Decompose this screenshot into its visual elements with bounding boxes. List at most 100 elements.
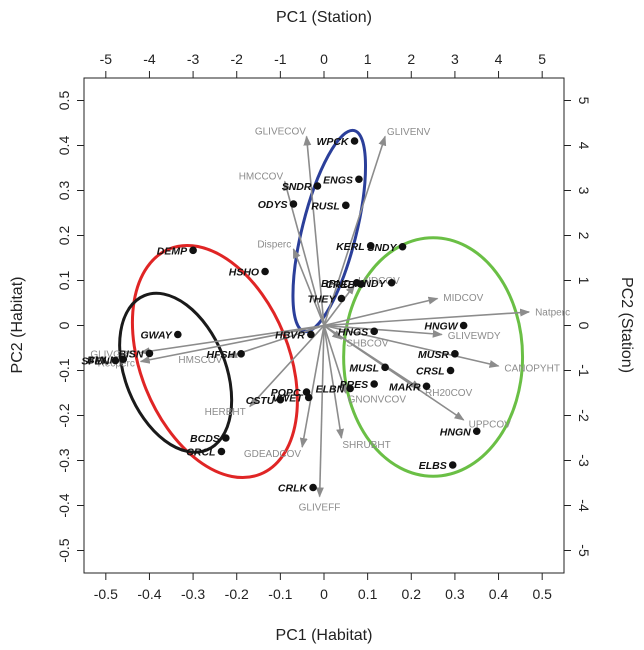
- y-left-tick-label: 0.3: [56, 181, 72, 201]
- x-top-tick-label: -2: [231, 51, 244, 67]
- site-point: [276, 395, 285, 404]
- variable-arrow: [323, 325, 347, 394]
- site-label: ELBN: [316, 384, 345, 396]
- site-label: SNDY: [367, 242, 397, 254]
- variable-label: GLIVEWDY: [448, 331, 501, 342]
- variable-label: GLIVGRS: [90, 349, 135, 360]
- site-point: [342, 201, 350, 210]
- y-right-axis-title: PC2 (Station): [618, 277, 635, 373]
- variable-arrow: [323, 324, 500, 368]
- x-bottom-tick-label: 0.1: [358, 586, 378, 602]
- site-label: ELBS: [419, 460, 447, 472]
- site-point: [387, 278, 396, 287]
- x-top-tick-label: -5: [100, 51, 113, 67]
- blue-group-ellipse: [291, 128, 368, 334]
- variable-arrow: [315, 325, 325, 498]
- y-right-tick-label: 2: [576, 232, 592, 240]
- site-point: [174, 330, 182, 339]
- y-right-tick-label: -1: [576, 364, 592, 377]
- site-label: SNDR: [282, 181, 312, 193]
- x-bottom-tick-label: 0: [320, 586, 328, 602]
- variable-arrow: [323, 284, 356, 326]
- x-bottom-tick-label: -0.1: [268, 586, 292, 602]
- site-point: [261, 267, 269, 276]
- x-top-tick-label: 1: [364, 51, 372, 67]
- site-label: BPND: [321, 278, 351, 290]
- y-left-tick-label: 0.2: [56, 226, 72, 246]
- y-right-tick-label: -4: [576, 499, 592, 512]
- y-right-tick-label: 3: [576, 187, 592, 195]
- variable-arrow: [323, 325, 345, 439]
- site-point: [459, 321, 468, 330]
- site-point: [237, 350, 245, 358]
- variable-label: GLIVEFF: [299, 503, 341, 514]
- site-point: [304, 393, 313, 402]
- x-top-tick-label: 0: [320, 51, 328, 67]
- y-right-tick-label: 5: [576, 97, 592, 105]
- x-top-tick-label: 3: [451, 51, 459, 67]
- x-bottom-tick-label: 0.5: [532, 586, 552, 602]
- site-points: WPCK ENGS SNDR RUSL ODYS KERL SNDY DEMP HSHO BPND…: [81, 136, 481, 495]
- site-label: MAKR: [389, 381, 421, 393]
- site-label: CRLK: [278, 483, 309, 495]
- black-group-ellipse: [118, 291, 234, 454]
- site-point: [222, 434, 230, 442]
- site-point: [189, 246, 197, 255]
- variable-arrow: [323, 324, 465, 421]
- variable-label: GLIVENV: [387, 127, 431, 138]
- y-right-tick-label: -2: [576, 409, 592, 422]
- variable-arrow: [323, 308, 531, 327]
- site-point: [355, 175, 363, 184]
- variable-arrow: [323, 135, 387, 326]
- variable-label: RH20COV: [425, 388, 473, 399]
- x-bottom-tick-label: 0.2: [402, 586, 422, 602]
- site-label: SFEN: [81, 356, 109, 368]
- variable-arrow: [299, 325, 325, 448]
- site-label: HNGN: [440, 426, 471, 438]
- site-point: [289, 200, 298, 208]
- variable-arrow: [139, 324, 325, 356]
- y-right-tick-label: -5: [576, 544, 592, 557]
- site-label: GWAY: [141, 330, 173, 342]
- y-right-tick-label: 4: [576, 142, 592, 150]
- x-top-tick-label: 2: [407, 51, 415, 67]
- y-left-tick-label: 0.5: [56, 91, 72, 111]
- variable-label: SHRUBHT: [342, 440, 390, 451]
- y-left-tick-label: -0.4: [56, 493, 72, 517]
- site-point: [350, 137, 359, 145]
- site-point: [422, 382, 431, 391]
- axes: -0.5 -0.4 -0.3 -0.2 -0.1 0 0.1 0.2 0.3 0.4 0.5 -5 -4…: [56, 51, 592, 602]
- y-left-tick-label: -0.2: [56, 403, 72, 427]
- x-top-axis-title: PC1 (Station): [276, 9, 372, 26]
- site-label: HNGS: [338, 326, 368, 338]
- variable-label: HMCCOV: [239, 172, 284, 183]
- x-top-tick-label: 4: [495, 51, 503, 67]
- variable-label: HMSCOV: [178, 355, 222, 366]
- site-label: HNGW: [424, 321, 458, 333]
- x-bottom-tick-label: -0.5: [94, 586, 118, 602]
- x-bottom-tick-label: -0.3: [181, 586, 205, 602]
- y-right-tick-label: -3: [576, 454, 592, 467]
- x-top-tick-label: -4: [143, 51, 156, 67]
- site-label: CRCL: [186, 447, 215, 459]
- variable-arrow: [323, 296, 439, 327]
- site-label: PRES: [340, 379, 369, 391]
- site-label: BCDS: [190, 433, 220, 445]
- x-bottom-axis-title: PC1 (Habitat): [276, 627, 373, 644]
- y-left-tick-label: -0.1: [56, 358, 72, 382]
- variable-label: LNDCOV: [358, 276, 400, 287]
- variable-arrow: [292, 248, 325, 326]
- variable-label: CANOPYHT: [504, 363, 560, 374]
- site-label: ODYS: [258, 199, 288, 211]
- site-point: [309, 483, 317, 492]
- y-right-tick-label: 0: [576, 322, 592, 330]
- site-point: [451, 350, 459, 358]
- site-point: [111, 356, 120, 365]
- x-bottom-tick-label: 0.3: [445, 586, 465, 602]
- variable-label: GNONVCOV: [348, 395, 407, 406]
- variable-label: Disperc: [257, 239, 291, 250]
- site-label: VWET: [272, 393, 304, 405]
- site-point: [448, 461, 457, 469]
- site-label: HSHO: [229, 267, 259, 279]
